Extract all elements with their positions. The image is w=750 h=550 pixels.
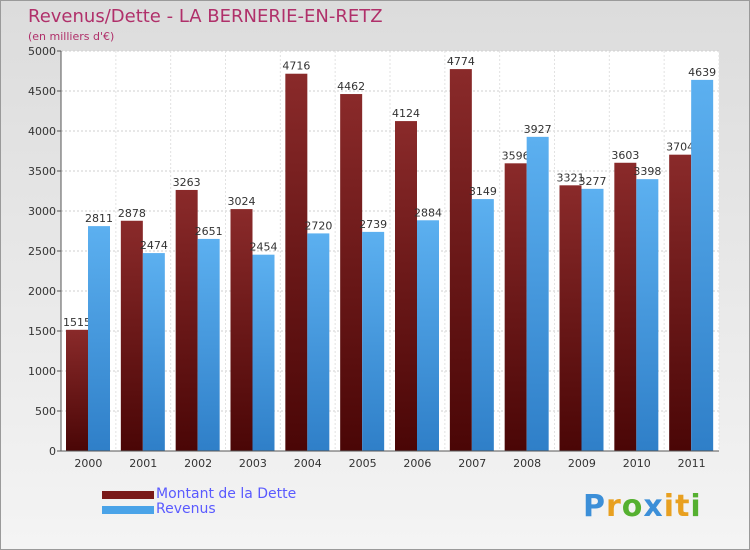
data-label: 3277 bbox=[579, 175, 607, 188]
chart-title: Revenus/Dette - LA BERNERIE-EN-RETZ bbox=[28, 6, 383, 27]
bar-dette bbox=[614, 162, 637, 451]
data-label: 3149 bbox=[469, 185, 497, 198]
data-label: 1515 bbox=[63, 316, 91, 329]
x-tick-label: 2001 bbox=[129, 457, 157, 470]
data-label: 2811 bbox=[85, 212, 113, 225]
data-label: 3024 bbox=[228, 195, 256, 208]
data-label: 3596 bbox=[502, 149, 530, 162]
data-label: 2878 bbox=[118, 207, 146, 220]
bar-dette bbox=[66, 329, 88, 451]
logo-letter: r bbox=[606, 489, 622, 524]
bar-revenus bbox=[691, 79, 714, 451]
y-tick-label: 1500 bbox=[28, 325, 56, 338]
x-tick-label: 2009 bbox=[568, 457, 596, 470]
y-tick-label: 2500 bbox=[28, 245, 56, 258]
y-tick-label: 500 bbox=[35, 405, 56, 418]
legend-label-dette: Montant de la Dette bbox=[156, 486, 297, 502]
logo-letter: P bbox=[583, 489, 606, 524]
bar-dette bbox=[669, 154, 692, 451]
bar-revenus bbox=[197, 238, 220, 451]
bar-dette bbox=[175, 189, 198, 451]
x-tick-label: 2003 bbox=[239, 457, 267, 470]
data-label: 4716 bbox=[282, 60, 310, 73]
bar-revenus bbox=[88, 226, 110, 451]
y-tick-label: 3000 bbox=[28, 205, 56, 218]
bar-dette bbox=[449, 69, 472, 451]
y-tick-label: 4500 bbox=[28, 85, 56, 98]
y-tick-label: 2000 bbox=[28, 285, 56, 298]
logo-letter: x bbox=[643, 489, 664, 524]
legend-label-revenus: Revenus bbox=[156, 501, 216, 517]
bar-dette bbox=[559, 185, 582, 451]
bar-dette bbox=[340, 94, 363, 451]
y-tick-label: 1000 bbox=[28, 365, 56, 378]
data-label: 3704 bbox=[666, 141, 694, 154]
data-label: 2720 bbox=[304, 219, 332, 232]
data-label: 2884 bbox=[414, 206, 442, 219]
bar-revenus bbox=[526, 136, 549, 451]
bar-dette bbox=[395, 121, 417, 451]
x-tick-label: 2000 bbox=[74, 457, 102, 470]
y-tick-label: 4000 bbox=[28, 125, 56, 138]
bar-dette bbox=[120, 220, 143, 451]
data-label: 3398 bbox=[633, 165, 661, 178]
data-label: 2474 bbox=[140, 239, 168, 252]
bar-dette bbox=[504, 163, 527, 451]
legend-swatch-dette bbox=[102, 491, 154, 499]
bar-revenus bbox=[581, 188, 604, 451]
x-tick-label: 2008 bbox=[513, 457, 541, 470]
x-tick-label: 2007 bbox=[458, 457, 486, 470]
data-label: 4639 bbox=[688, 66, 716, 79]
logo-letter: o bbox=[621, 489, 644, 524]
data-label: 4124 bbox=[392, 107, 420, 120]
y-tick-label: 3500 bbox=[28, 165, 56, 178]
legend-swatch-revenus bbox=[102, 506, 154, 514]
y-tick-label: 0 bbox=[49, 445, 56, 458]
data-label: 3321 bbox=[557, 171, 585, 184]
bar-revenus bbox=[636, 179, 659, 451]
data-label: 3927 bbox=[524, 123, 552, 136]
logo-letter: t bbox=[675, 489, 691, 524]
x-tick-label: 2004 bbox=[294, 457, 322, 470]
bar-revenus bbox=[417, 220, 439, 451]
chart-subtitle: (en milliers d'€) bbox=[28, 30, 115, 43]
bar-revenus bbox=[307, 233, 330, 451]
bar-revenus bbox=[362, 231, 385, 451]
data-label: 2454 bbox=[250, 241, 278, 254]
data-label: 3263 bbox=[173, 176, 201, 189]
x-tick-label: 2011 bbox=[678, 457, 706, 470]
data-label: 2651 bbox=[195, 225, 223, 238]
bar-revenus bbox=[471, 199, 494, 451]
bar-dette bbox=[285, 73, 308, 451]
y-tick-label: 5000 bbox=[28, 45, 56, 58]
data-label: 3603 bbox=[611, 149, 639, 162]
bar-revenus bbox=[252, 254, 275, 451]
data-label: 2739 bbox=[359, 218, 387, 231]
x-tick-label: 2006 bbox=[403, 457, 431, 470]
logo-letter: i bbox=[663, 489, 676, 524]
bar-dette bbox=[230, 209, 253, 451]
x-tick-label: 2005 bbox=[349, 457, 377, 470]
logo-letter: i bbox=[690, 489, 702, 524]
data-label: 4774 bbox=[447, 55, 475, 68]
x-tick-label: 2002 bbox=[184, 457, 212, 470]
proxiti-logo: Proxiti bbox=[583, 489, 702, 524]
data-label: 4462 bbox=[337, 80, 365, 93]
x-tick-label: 2010 bbox=[623, 457, 651, 470]
bar-revenus bbox=[142, 253, 165, 451]
